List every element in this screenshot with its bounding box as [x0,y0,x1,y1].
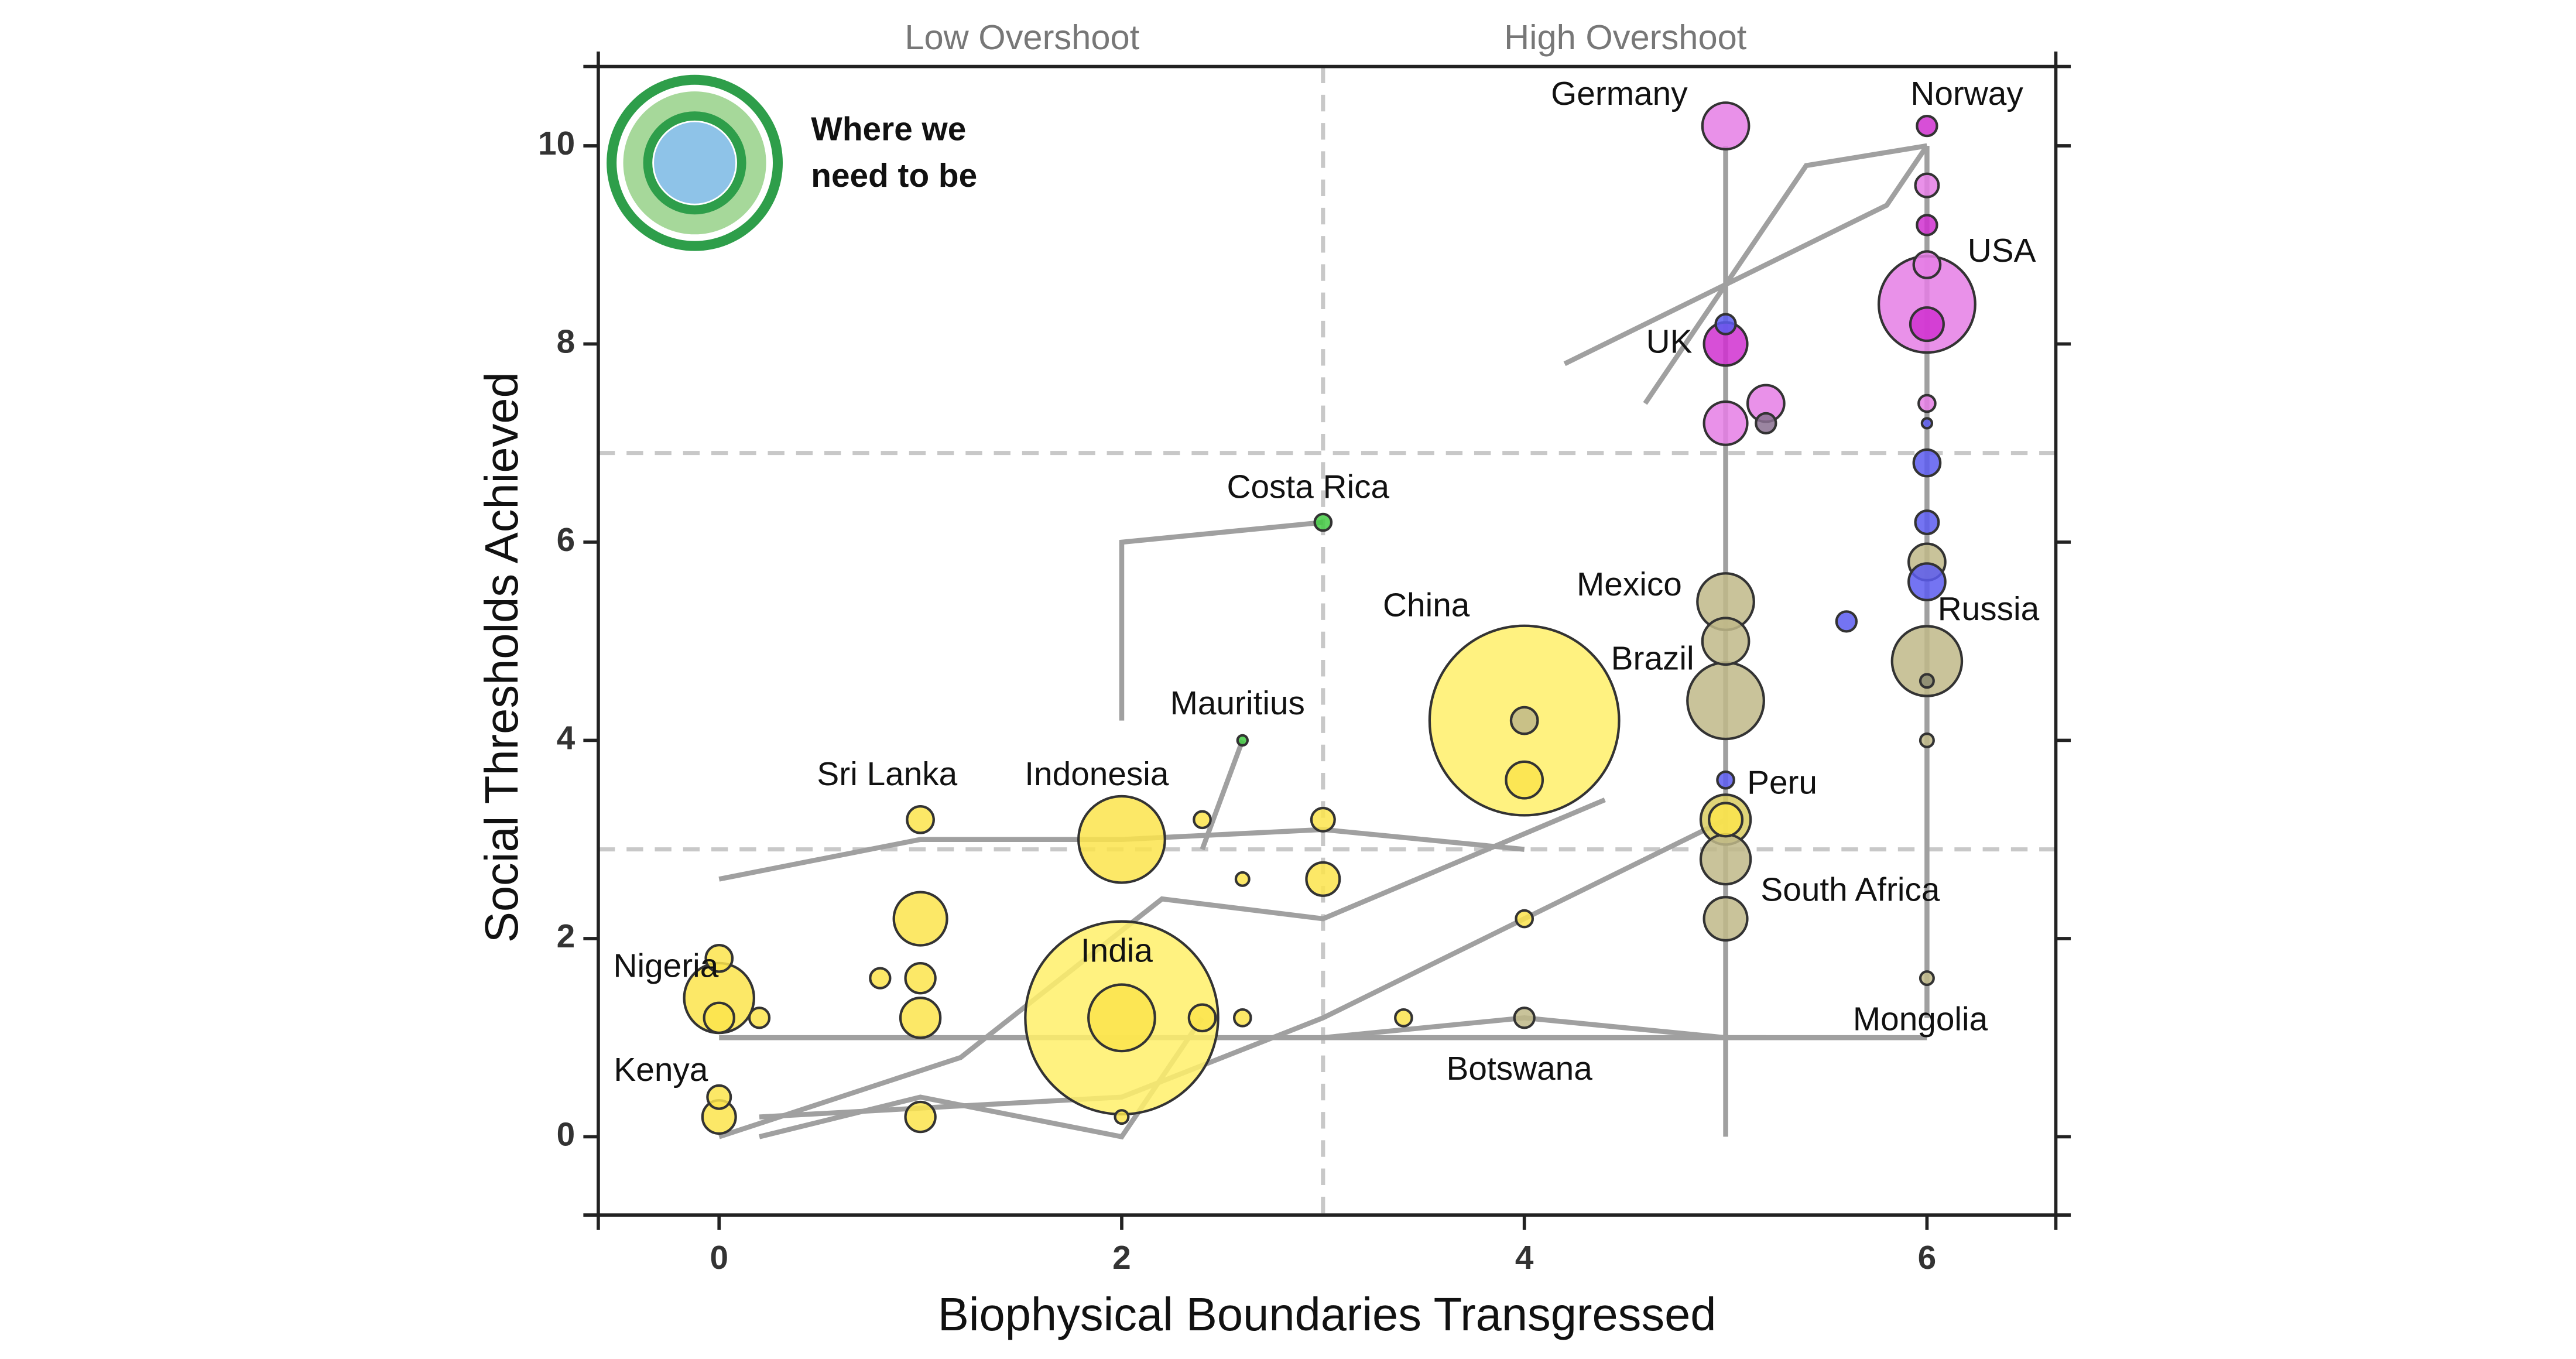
bubble [1077,795,1166,884]
y-tick-label: 6 [557,522,576,559]
bubble [748,1007,771,1029]
bubble [1703,896,1749,942]
bubble [1914,509,1940,536]
bubble [1916,214,1938,237]
country-label: Indonesia [1025,756,1169,793]
trajectory [1643,143,1928,405]
country-label: Kenya [614,1052,708,1088]
x-tick-label: 0 [710,1240,728,1276]
bubble [1313,512,1333,532]
trajectory [759,817,1727,1120]
x-tick-label: 2 [1112,1240,1131,1276]
country-label: Norway [1910,76,2023,112]
bubble [1513,1007,1536,1029]
bubble [1505,760,1544,800]
bubble [906,805,935,834]
country-label: Russia [1938,591,2040,628]
bubble [1916,114,1938,138]
bubble [1920,417,1934,430]
bubble [1716,770,1735,790]
bubble [1912,448,1942,478]
trajectory [718,797,1606,1139]
bubble [1305,861,1341,897]
bubble [1835,610,1858,633]
icon-core [652,120,737,206]
bubble [1907,562,1947,602]
bubble [1087,983,1156,1053]
x-axis-label: Biophysical Boundaries Transgressed [938,1288,1717,1340]
bubble [1701,617,1751,666]
country-label: USA [1968,232,2036,269]
bubble [706,1084,732,1110]
plot-frame [597,64,2058,1217]
country-label: India [1081,933,1153,970]
y-tick-label: 8 [557,323,576,360]
trajectory [1563,144,1929,367]
bubble [1232,1008,1252,1028]
quadrant-label: High Overshoot [1504,18,1747,57]
bubble [892,891,948,947]
country-label: Costa Rica [1227,468,1389,505]
bubble [1236,734,1249,747]
bubble [904,961,937,995]
inset-icon [607,74,783,251]
bubble [1919,970,1935,987]
bubble [1515,909,1534,929]
country-label: Peru [1747,765,1817,802]
bubble [1708,802,1744,838]
bubble [1193,810,1212,830]
bubble [904,1100,937,1134]
bubble [1912,250,1942,279]
country-label: Mexico [1577,566,1682,603]
bubble [1701,101,1751,151]
y-tick-label: 0 [557,1116,576,1153]
country-label: Brazil [1611,641,1694,677]
bubble [1917,393,1937,413]
country-label: Mauritius [1170,685,1305,722]
bubble [1919,732,1935,748]
bubble [1890,625,1964,697]
country-label: China [1383,587,1470,624]
y-tick-label: 10 [538,125,575,162]
bubble [1914,172,1940,198]
y-tick-label: 2 [557,918,576,955]
bubble [1919,673,1935,689]
x-tick-label: 4 [1515,1240,1534,1276]
bubble [1714,313,1737,336]
inset-text: Where we [811,111,966,148]
country-label: Germany [1551,76,1688,112]
bubble [703,1001,735,1035]
bubble [1509,706,1539,735]
country-label: Botswana [1447,1050,1593,1087]
bubble [1699,833,1752,886]
country-label: Mongolia [1853,1001,1988,1038]
bubble [1114,1109,1130,1125]
bubble [1909,306,1945,343]
bubble [1234,871,1251,887]
x-tick-label: 6 [1918,1240,1937,1276]
bubble [1310,806,1336,833]
bubble [1394,1008,1413,1028]
bubble [1187,1003,1217,1033]
inset-text: need to be [811,158,977,194]
bubble [1703,400,1749,446]
country-label: Nigeria [613,947,718,984]
trajectory [1200,739,1245,851]
quadrant-label: Low Overshoot [905,18,1139,57]
bubble [704,943,734,973]
bubble [1686,661,1765,741]
bubble [1755,412,1777,435]
country-label: South Africa [1760,872,1940,909]
y-tick-label: 4 [557,720,576,756]
trajectory [1323,1015,1927,1040]
y-axis-label: Social Thresholds Achieved [475,372,527,943]
trajectory [1119,519,1324,721]
bubble [869,967,892,990]
country-label: UK [1646,323,1693,360]
bubble [899,997,942,1039]
country-label: Sri Lanka [817,756,957,793]
